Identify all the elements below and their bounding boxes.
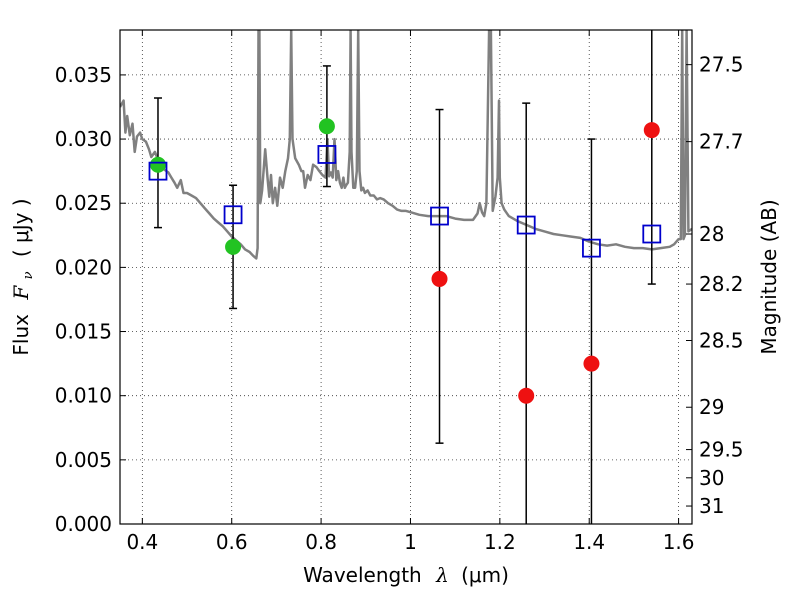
plot-frame — [119, 29, 693, 525]
x-tick-label: 0.8 — [305, 530, 337, 554]
x-tick-label: 0.6 — [216, 530, 248, 554]
x-tick-label: 1.6 — [663, 530, 695, 554]
y-tick-label: 0.020 — [55, 255, 112, 279]
model-band-square — [223, 205, 243, 225]
y-tick-label: 0.010 — [55, 384, 112, 408]
y2-tick-label: 28.5 — [699, 329, 744, 353]
y2-tick-label: 31 — [699, 494, 724, 518]
y-tick-label: 0.030 — [55, 127, 112, 151]
green-data-point — [225, 238, 242, 255]
model-spectrum — [120, 30, 692, 260]
x-tick-label: 1.2 — [484, 530, 516, 554]
y-axis-label-subscript: ν — [21, 271, 36, 279]
x-tick-label: 0.4 — [126, 530, 158, 554]
y-tick-label: 0.025 — [55, 191, 112, 215]
error-bars — [153, 30, 656, 524]
y2-tick-label: 27.7 — [699, 130, 744, 154]
y2-tick-label: 28 — [699, 222, 724, 246]
green-data-point — [149, 156, 166, 173]
x-axis-label-text: Wavelength — [303, 563, 422, 587]
y-axis-label-symbol: F — [9, 285, 33, 301]
red-data-point — [643, 122, 660, 139]
model-band-square — [148, 161, 168, 181]
y2-tick-label: 27.5 — [699, 53, 744, 77]
model-band-square — [582, 238, 601, 258]
x-axis-label-symbol: λ — [435, 563, 449, 587]
y-axis-label-text: Flux — [9, 314, 33, 356]
y-axis-label: Flux F ν ( μJy ) — [9, 198, 37, 355]
y2-axis-label: Magnitude (AB) — [757, 199, 781, 354]
axis-ticks: 0.4 0.6 0.8 1 1.2 1.4 1.6 0.000 0.005 0.010 0.015 0… — [55, 30, 744, 554]
red-data-point — [431, 270, 448, 287]
model-band-square — [516, 215, 536, 235]
y-tick-label: 0.005 — [55, 448, 112, 472]
grid-lines — [120, 30, 692, 525]
model-band-square — [430, 206, 449, 226]
data-markers — [148, 118, 662, 404]
y2-tick-label: 29 — [699, 395, 724, 419]
x-axis-label: Wavelength λ (μm) — [303, 563, 509, 587]
model-band-square — [317, 145, 337, 164]
y-tick-label: 0.000 — [55, 512, 112, 536]
red-data-point — [583, 355, 600, 372]
y-axis-label-unit: ( μJy ) — [9, 198, 33, 257]
y-tick-label: 0.035 — [55, 63, 112, 87]
x-axis-label-unit: (μm) — [461, 563, 509, 587]
y-tick-label: 0.015 — [55, 320, 112, 344]
y2-tick-label: 28.2 — [699, 272, 744, 296]
y2-tick-label: 29.5 — [699, 438, 744, 462]
green-data-point — [318, 118, 335, 135]
y2-tick-label: 30 — [699, 466, 724, 490]
x-tick-label: 1 — [404, 530, 417, 554]
x-tick-label: 1.4 — [573, 530, 605, 554]
model-band-square — [642, 224, 662, 244]
red-data-point — [518, 387, 535, 404]
model-spectrum-line — [120, 30, 692, 260]
